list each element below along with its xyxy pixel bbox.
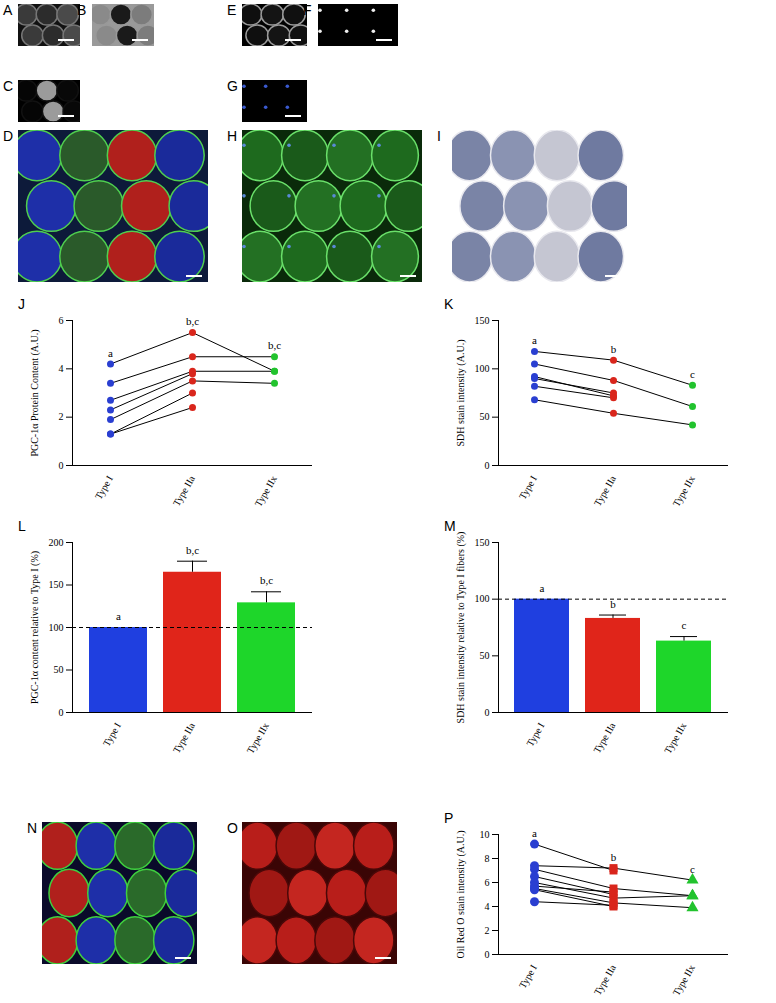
svg-text:Type IIx: Type IIx [252, 474, 279, 509]
html-text:P: P [444, 810, 454, 826]
svg-text:Type IIa: Type IIa [591, 720, 618, 755]
svg-text:6: 6 [485, 877, 490, 888]
html-text:M: M [444, 518, 456, 534]
svg-text:Type IIa: Type IIa [592, 473, 619, 508]
svg-text:Type I: Type I [524, 721, 546, 749]
html-text:E: E [227, 2, 237, 18]
svg-text:0: 0 [485, 707, 490, 718]
svg-text:Type IIa: Type IIa [171, 720, 198, 755]
html-text:A: A [3, 2, 13, 18]
svg-text:Oil Red O stain intensity (A.U: Oil Red O stain intensity (A.U.) [455, 830, 467, 958]
svg-text:PGC-1α Protein Content (A.U.): PGC-1α Protein Content (A.U.) [29, 329, 41, 456]
svg-text:100: 100 [475, 363, 490, 374]
svg-text:Type IIx: Type IIx [662, 721, 689, 756]
svg-text:0: 0 [59, 460, 64, 471]
html-text:F: F [303, 2, 312, 18]
svg-text:Type I: Type I [517, 963, 539, 991]
svg-text:Type IIa: Type IIa [171, 473, 198, 508]
html-text:C: C [3, 78, 14, 94]
svg-text:c: c [682, 619, 687, 631]
svg-text:0: 0 [485, 460, 490, 471]
html-text:G: G [227, 78, 238, 94]
html-text:J: J [18, 296, 25, 312]
svg-text:SDH stain intensity (A.U.): SDH stain intensity (A.U.) [455, 340, 467, 447]
svg-text:a: a [532, 827, 537, 839]
svg-text:150: 150 [475, 315, 490, 326]
svg-text:6: 6 [59, 315, 64, 326]
svg-text:Type IIx: Type IIx [670, 474, 697, 509]
html-text:B: B [77, 2, 87, 18]
svg-text:b,c: b,c [268, 339, 281, 351]
html-text:N: N [27, 820, 38, 836]
svg-text:b: b [610, 598, 616, 610]
svg-text:Type I: Type I [517, 474, 539, 502]
svg-text:50: 50 [480, 411, 490, 422]
svg-text:200: 200 [49, 537, 64, 548]
svg-text:Type I: Type I [93, 474, 115, 502]
svg-text:10: 10 [480, 829, 490, 840]
svg-text:50: 50 [54, 664, 64, 675]
svg-text:100: 100 [475, 593, 490, 604]
svg-text:b: b [611, 851, 617, 863]
html-text:H: H [227, 128, 238, 144]
svg-text:a: a [116, 610, 121, 622]
html-text:D: D [3, 128, 14, 144]
svg-text:50: 50 [480, 650, 490, 661]
svg-text:8: 8 [485, 853, 490, 864]
svg-text:4: 4 [59, 363, 64, 374]
svg-text:0: 0 [59, 707, 64, 718]
svg-text:150: 150 [475, 537, 490, 548]
svg-text:PGC-1α content relative to Typ: PGC-1α content relative to Type I (%) [29, 551, 41, 704]
svg-text:c: c [690, 863, 695, 875]
svg-text:b,c: b,c [186, 544, 199, 556]
svg-text:b,c: b,c [260, 574, 273, 586]
svg-text:a: a [540, 582, 545, 594]
svg-text:100: 100 [49, 622, 64, 633]
svg-text:0: 0 [485, 949, 490, 960]
svg-text:2: 2 [485, 925, 490, 936]
svg-text:Type I: Type I [101, 721, 123, 749]
html-text:O: O [227, 820, 238, 836]
svg-text:4: 4 [485, 901, 490, 912]
svg-text:c: c [690, 368, 695, 380]
svg-text:a: a [108, 347, 113, 359]
svg-text:Type IIx: Type IIx [244, 721, 271, 756]
svg-text:b: b [611, 343, 617, 355]
svg-text:Type IIa: Type IIa [592, 962, 619, 997]
svg-text:150: 150 [49, 579, 64, 590]
svg-text:SDH stain intensity relative t: SDH stain intensity relative to Type I f… [455, 532, 467, 724]
html-text:I: I [437, 128, 441, 144]
svg-text:b,c: b,c [186, 315, 199, 327]
svg-text:2: 2 [59, 411, 64, 422]
html-text:K: K [444, 296, 454, 312]
html-text:L: L [18, 518, 26, 534]
svg-text:a: a [532, 334, 537, 346]
svg-text:Type IIx: Type IIx [670, 963, 697, 998]
